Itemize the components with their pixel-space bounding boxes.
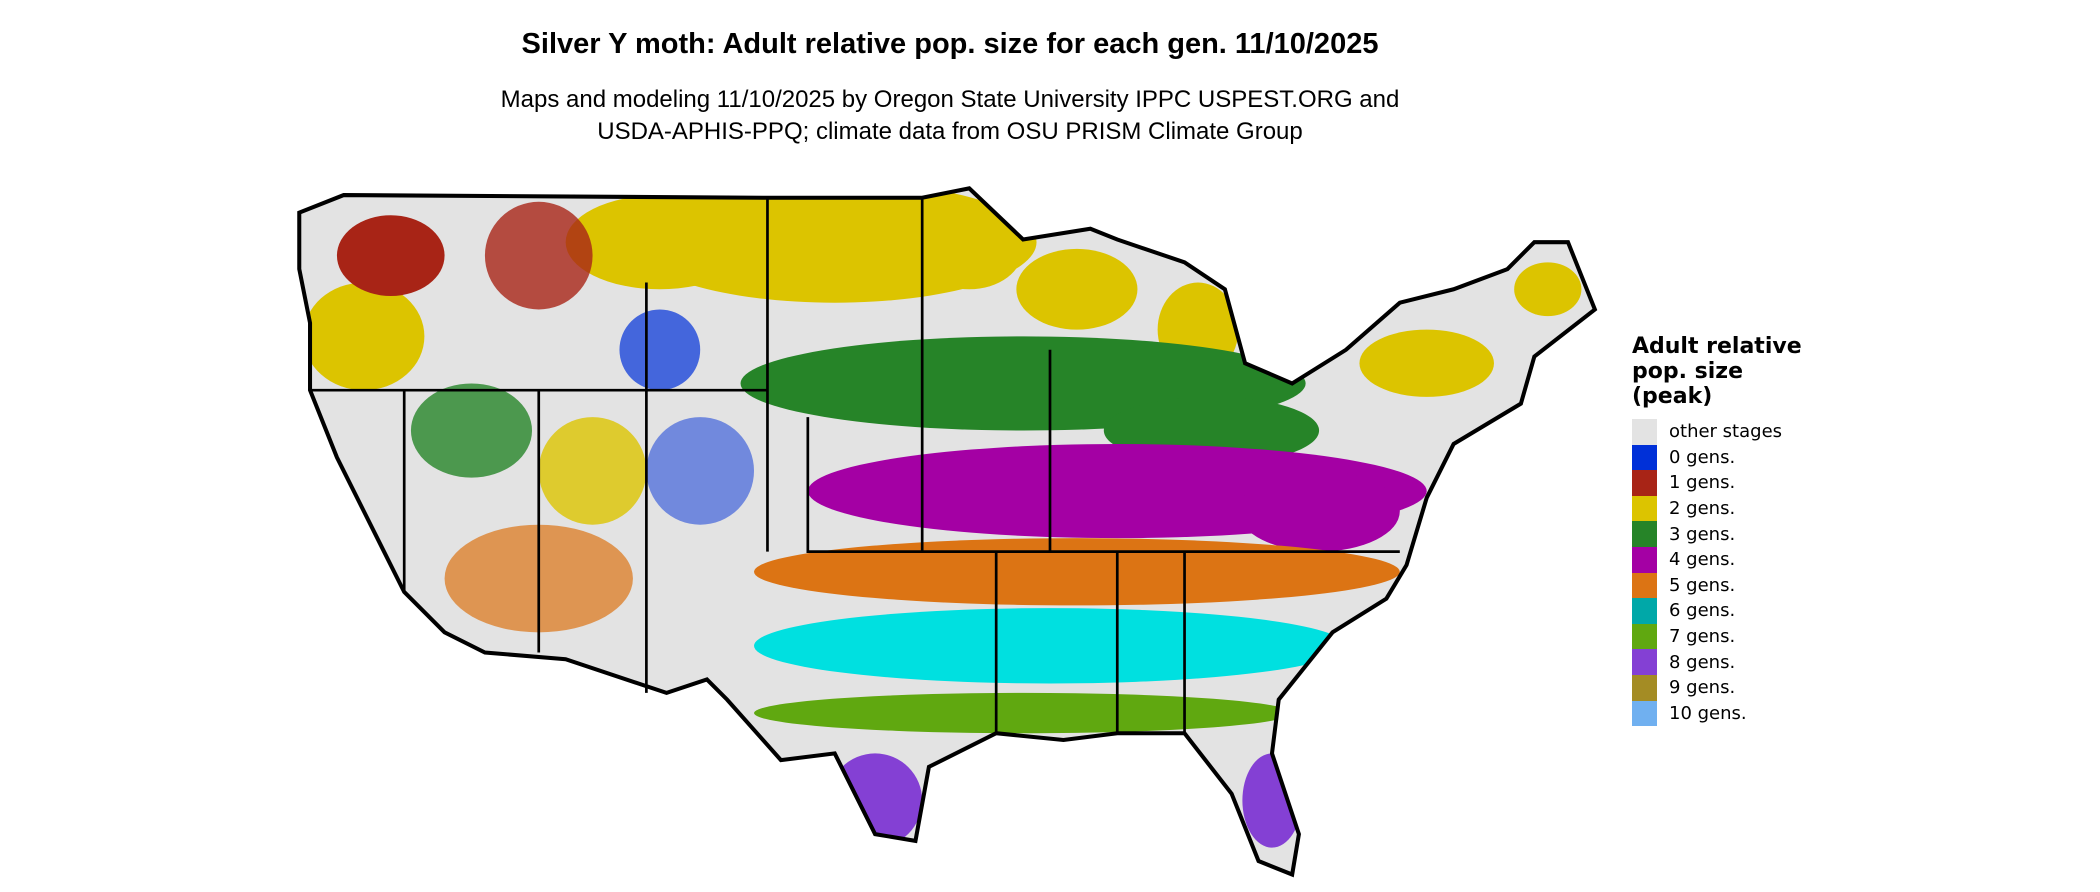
legend-swatch — [1632, 419, 1657, 445]
legend-title-line: pop. size — [1632, 359, 1743, 384]
legend-title-line: Adult relative — [1632, 334, 1802, 359]
legend-swatch — [1632, 623, 1657, 650]
legend-item: 8 gens. — [1632, 649, 1802, 675]
legend-title: Adult relative pop. size (peak) — [1632, 334, 1802, 409]
legend-swatch — [1632, 546, 1657, 573]
legend-label: 5 gens. — [1669, 574, 1736, 596]
legend-item: 2 gens. — [1632, 495, 1802, 522]
legend-swatch — [1632, 470, 1657, 496]
legend-item: 4 gens. — [1632, 546, 1802, 573]
map-subtitle-line-1: Maps and modeling 11/10/2025 by Oregon S… — [500, 86, 1400, 113]
legend-label: 8 gens. — [1669, 651, 1736, 673]
legend-item: 5 gens. — [1632, 572, 1802, 599]
legend-label: 7 gens. — [1669, 626, 1736, 648]
legend-item: 3 gens. — [1632, 521, 1802, 547]
legend-item: other stages — [1632, 419, 1802, 445]
map-subtitle-line-2: USDA-APHIS-PPQ; climate data from OSU PR… — [597, 118, 1303, 145]
legend-swatch — [1632, 521, 1657, 547]
legend-item: 7 gens. — [1632, 623, 1802, 650]
map-regions — [299, 188, 1595, 875]
legend-swatch — [1632, 649, 1657, 675]
legend-swatch — [1632, 598, 1657, 624]
legend-swatch — [1632, 674, 1657, 701]
legend-label: 10 gens. — [1669, 702, 1747, 724]
legend-item: 10 gens. — [1632, 700, 1802, 727]
legend-swatch — [1632, 700, 1657, 727]
state-borders — [310, 197, 1400, 734]
legend-label: other stages — [1669, 421, 1783, 443]
legend: Adult relative pop. size (peak) other st… — [1632, 334, 1802, 727]
legend-swatch — [1632, 572, 1657, 599]
legend-label: 9 gens. — [1669, 677, 1736, 699]
legend-label: 3 gens. — [1669, 523, 1736, 545]
legend-swatch — [1632, 444, 1657, 471]
legend-item: 1 gens. — [1632, 470, 1802, 496]
legend-label: 2 gens. — [1669, 498, 1736, 520]
legend-item: 0 gens. — [1632, 444, 1802, 471]
map-title: Silver Y moth: Adult relative pop. size … — [521, 28, 1379, 60]
legend-item: 6 gens. — [1632, 598, 1802, 624]
legend-title-line: (peak) — [1632, 384, 1713, 409]
legend-item: 9 gens. — [1632, 674, 1802, 701]
legend-label: 6 gens. — [1669, 600, 1736, 622]
legend-label: 1 gens. — [1669, 472, 1736, 494]
legend-label: 4 gens. — [1669, 549, 1736, 571]
legend-swatch — [1632, 495, 1657, 522]
legend-label: 0 gens. — [1669, 446, 1736, 468]
